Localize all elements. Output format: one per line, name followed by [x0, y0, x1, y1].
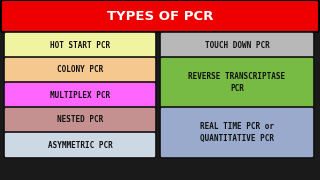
Text: NESTED PCR: NESTED PCR	[57, 116, 103, 125]
Text: TYPES OF PCR: TYPES OF PCR	[107, 10, 213, 22]
FancyBboxPatch shape	[4, 32, 156, 58]
Text: REVERSE TRANSCRIPTASE
PCR: REVERSE TRANSCRIPTASE PCR	[188, 72, 285, 93]
FancyBboxPatch shape	[160, 107, 314, 158]
FancyBboxPatch shape	[4, 107, 156, 133]
Text: COLONY PCR: COLONY PCR	[57, 66, 103, 75]
Text: HOT START PCR: HOT START PCR	[50, 40, 110, 50]
FancyBboxPatch shape	[4, 82, 156, 108]
FancyBboxPatch shape	[4, 57, 156, 83]
FancyBboxPatch shape	[160, 57, 314, 108]
FancyBboxPatch shape	[1, 0, 319, 32]
Text: TOUCH DOWN PCR: TOUCH DOWN PCR	[204, 40, 269, 50]
FancyBboxPatch shape	[160, 32, 314, 58]
Text: REAL TIME PCR or
QUANTITATIVE PCR: REAL TIME PCR or QUANTITATIVE PCR	[200, 122, 274, 143]
Text: ASYMMETRIC PCR: ASYMMETRIC PCR	[48, 141, 112, 150]
FancyBboxPatch shape	[4, 132, 156, 158]
Text: MULTIPLEX PCR: MULTIPLEX PCR	[50, 91, 110, 100]
